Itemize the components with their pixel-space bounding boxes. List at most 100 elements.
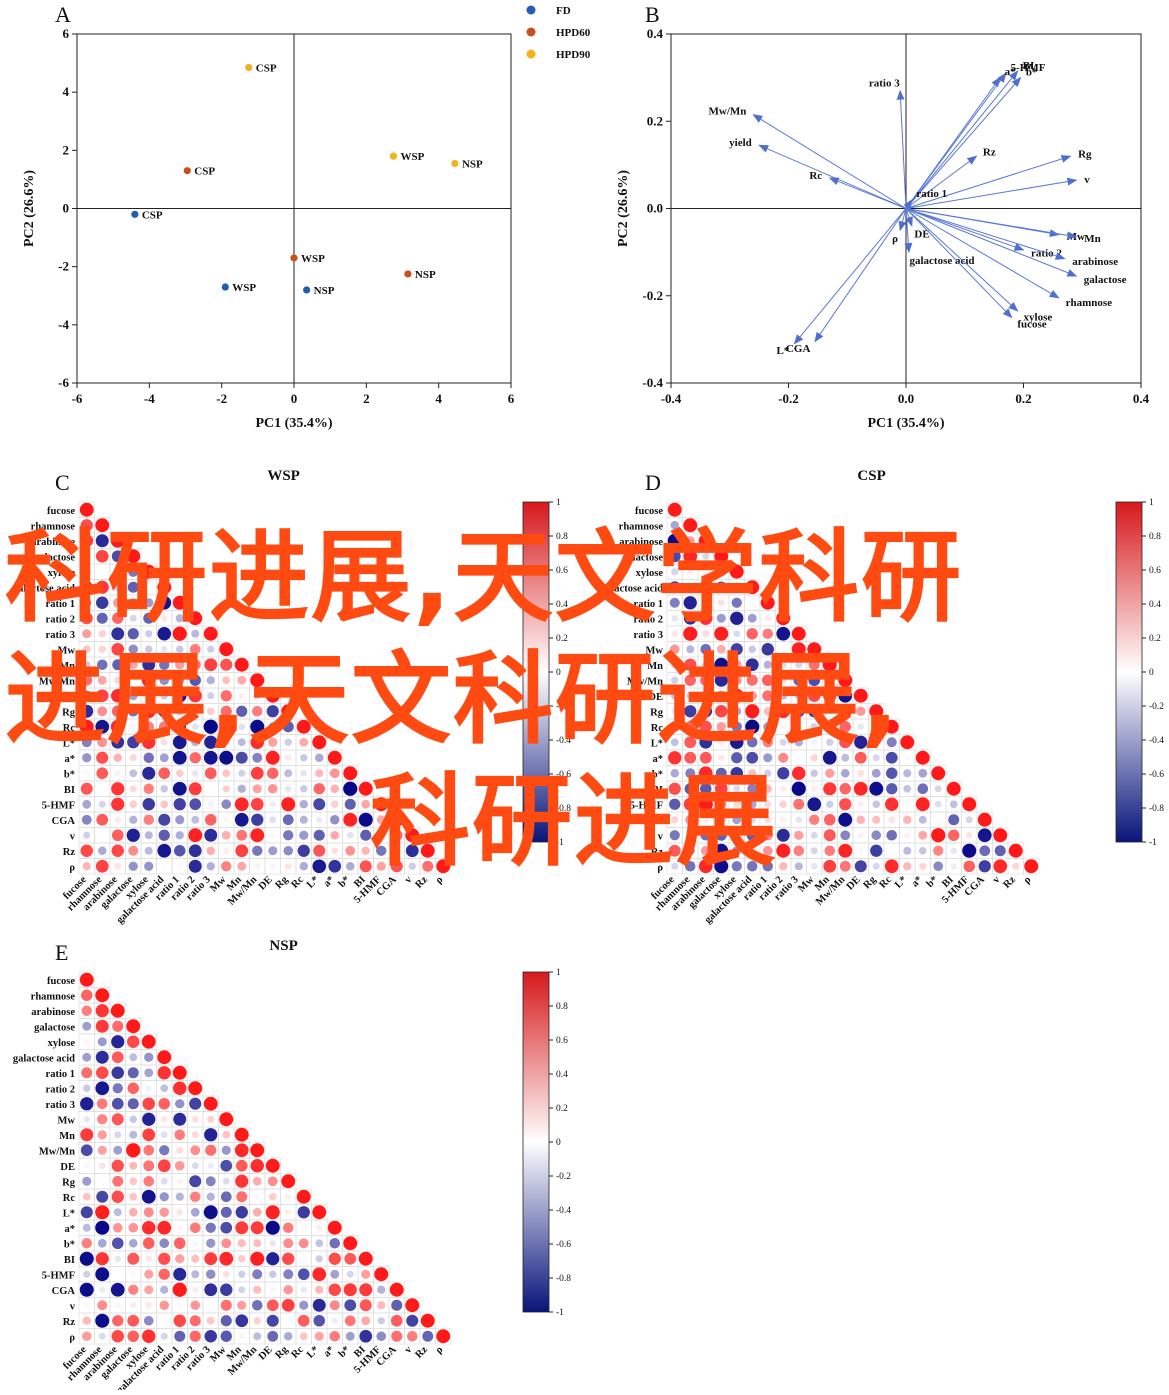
row-label: Rc (651, 723, 664, 734)
correlation-dot (716, 644, 726, 654)
correlation-dot (699, 720, 712, 733)
correlation-dot (950, 847, 957, 854)
correlation-dot (237, 1300, 247, 1310)
correlation-dot (159, 1238, 170, 1249)
correlation-dot (160, 645, 168, 653)
correlation-dot (128, 644, 138, 654)
correlation-dot (699, 611, 713, 625)
correlation-dot (780, 785, 787, 792)
correlation-dot (95, 859, 109, 873)
correlation-dot (903, 815, 912, 824)
correlation-dot (903, 846, 912, 855)
correlation-dot (934, 800, 942, 808)
colorbar-tick-label: -1 (556, 1308, 564, 1318)
correlation-dot (315, 1255, 323, 1263)
correlation-dot (126, 1019, 141, 1034)
correlation-dot (714, 782, 728, 796)
correlation-dot (253, 1332, 262, 1341)
y-tick-label: 6 (63, 26, 70, 41)
heatmap-cell (435, 858, 452, 875)
colorbar-tick-label: -0.4 (556, 736, 571, 746)
correlation-dot (126, 1143, 141, 1158)
correlation-dot (436, 1329, 451, 1344)
correlation-dot (918, 768, 928, 778)
correlation-dot (176, 1302, 183, 1309)
scatter-point (290, 254, 298, 262)
correlation-dot (235, 844, 249, 858)
colorbar-tick-label: 1 (556, 498, 561, 508)
correlation-dot (98, 1332, 106, 1340)
correlation-dot (130, 677, 137, 684)
correlation-dot (993, 859, 1008, 874)
correlation-dot (95, 719, 110, 734)
correlation-dot (161, 1317, 168, 1324)
correlation-dot (143, 1175, 155, 1187)
correlation-dot (283, 1238, 294, 1249)
correlation-dot (160, 692, 168, 700)
correlation-dot (377, 1285, 386, 1294)
correlation-dot (684, 658, 697, 671)
correlation-dot (142, 766, 156, 780)
correlation-dot (374, 797, 389, 812)
correlation-dot (190, 1145, 201, 1156)
correlation-dot (223, 847, 230, 854)
correlation-dot (158, 1097, 171, 1110)
correlation-dot (343, 766, 358, 781)
correlation-dot (884, 859, 899, 874)
correlation-dot (824, 845, 836, 857)
correlation-dot (111, 1237, 124, 1250)
correlation-dot (95, 988, 110, 1003)
correlation-dot (161, 615, 168, 622)
correlation-dot (207, 1302, 214, 1309)
correlation-dot (731, 861, 742, 872)
correlation-dot (222, 1130, 231, 1139)
correlation-dot (220, 705, 232, 717)
correlation-dot (114, 676, 122, 684)
correlation-dot (283, 845, 294, 856)
correlation-dot (793, 674, 805, 686)
correlation-dot (253, 1317, 261, 1325)
correlation-dot (671, 630, 678, 637)
correlation-dot (671, 661, 679, 669)
vector-label: yield (729, 137, 752, 149)
panel-letter: A (55, 2, 71, 27)
legend-marker (526, 5, 536, 15)
correlation-dot (904, 801, 911, 808)
correlation-dot (374, 1267, 389, 1282)
row-label: xylose (48, 1038, 76, 1049)
correlation-dot (729, 735, 744, 750)
correlation-dot (979, 845, 991, 857)
correlation-dot (234, 797, 249, 812)
correlation-dot (886, 767, 898, 779)
correlation-dot (702, 599, 710, 607)
correlation-dot (684, 751, 697, 764)
correlation-dot (97, 1145, 107, 1155)
correlation-dot (377, 1301, 386, 1310)
correlation-dot (207, 645, 215, 653)
correlation-dot (190, 1207, 200, 1217)
correlation-dot (667, 533, 682, 548)
panel-letter: B (645, 2, 660, 27)
correlation-dot (685, 536, 695, 546)
x-tick-label: 0.4 (1133, 391, 1150, 406)
correlation-dot (285, 785, 292, 792)
vector-label: galactose (1084, 274, 1127, 286)
correlation-dot (175, 707, 184, 716)
watermark-line-1: 科研进展,天文学科研 (5, 519, 963, 636)
correlation-dot (436, 859, 451, 874)
correlation-dot (965, 816, 973, 824)
correlation-dot (344, 798, 356, 810)
correlation-dot (80, 612, 93, 625)
correlation-dot (111, 797, 125, 811)
correlation-dot (127, 705, 139, 717)
correlation-dot (361, 1316, 371, 1326)
correlation-dot (717, 815, 726, 824)
vector-label: L* (776, 345, 789, 357)
correlation-dot (422, 860, 434, 872)
correlation-dot (824, 721, 836, 733)
correlation-dot (794, 738, 803, 747)
correlation-dot (191, 707, 200, 716)
correlation-dot (203, 750, 218, 765)
colorbar-tick-label: -0.6 (556, 770, 571, 780)
correlation-dot (330, 815, 340, 825)
